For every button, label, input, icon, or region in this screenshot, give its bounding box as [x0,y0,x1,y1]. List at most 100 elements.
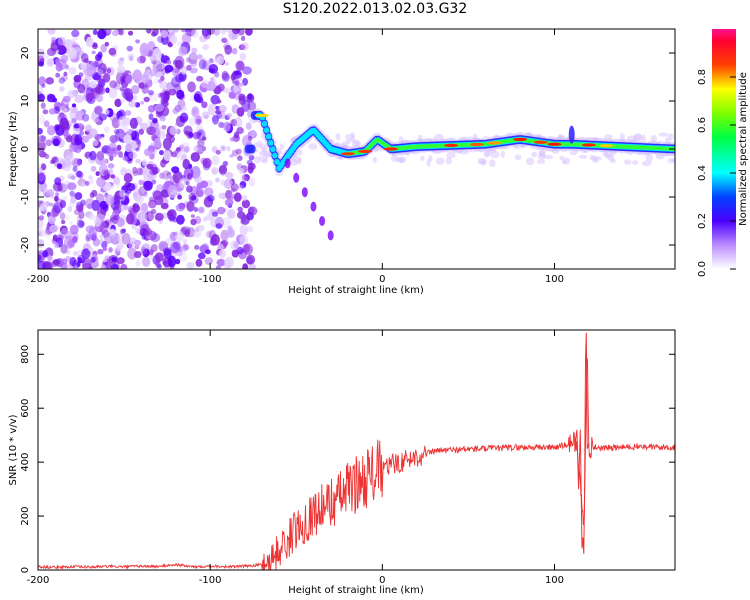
heatmap-noise-blob [69,108,79,121]
heatmap-noise-blob [141,73,149,84]
heatmap-noise-blob [159,92,164,98]
heatmap-noise-blob [111,256,117,262]
heatmap-noise-blob [187,81,196,93]
heatmap-noise-blob [146,29,152,34]
heatmap-halo-blob [308,143,318,150]
heatmap-noise-blob [69,201,75,208]
ridge-spike [568,125,575,144]
heatmap-noise-blob [45,77,55,85]
heatmap-noise-blob [215,149,221,155]
heatmap-noise-blob [69,224,79,235]
heatmap-noise-blob [245,122,252,130]
heatmap-noise-blob [88,175,93,180]
heatmap-noise-blob [38,215,45,221]
snr-panel: -200 -100 0 100 0 200 400 600 800 Height of str… [8,329,676,596]
heatmap-noise-blob [229,137,235,142]
heatmap-noise-blob [190,152,201,162]
heatmap-noise-blob [215,109,221,115]
heatmap-noise-blob [58,44,66,53]
heatmap-noise-blob [243,243,253,256]
heatmap-noise-blob [135,147,140,152]
heatmap-noise-blob [232,85,238,93]
colorbar-label: Normalized spectral amplitude [738,72,749,226]
heatmap-noise-blob [146,163,154,170]
heatmap-noise-blob [132,189,143,202]
heatmap-noise-blob [239,52,247,61]
heatmap-noise-blob [91,50,96,55]
heatmap-noise-blob [100,43,107,53]
heatmap-noise-blob [147,199,157,209]
heatmap-noise-blob [142,159,148,167]
heatmap-noise-blob [138,82,145,89]
heatmap-noise-blob [69,190,75,197]
heatmap-halo-blob [446,151,456,159]
heatmap-noise-blob [46,189,55,198]
heatmap-noise-blob [143,191,148,198]
heatmap-noise-blob [208,63,219,74]
heatmap-noise-blob [98,113,108,121]
heatmap-noise-blob [115,181,121,188]
heatmap-noise-blob [77,83,86,94]
heatmap-noise-blob [143,249,150,256]
heatmap-noise-blob [218,165,228,174]
heatmap-noise-blob [50,41,59,52]
heatmap-streak [327,230,334,241]
heatmap-noise-blob [210,77,215,81]
heatmap-noise-blob [71,158,82,168]
heatmap-noise-blob [221,70,229,80]
snr-xtick-label: -200 [27,575,50,586]
spectrogram-xtick-label: 0 [379,274,385,285]
heatmap-noise-blob [198,59,207,70]
heatmap-noise-blob [44,261,53,269]
heatmap-noise-blob [175,147,182,152]
heatmap-halo-blob [253,156,261,164]
heatmap-noise-blob [50,208,59,218]
ridge-hotspot [470,142,485,147]
heatmap-noise-blob [195,144,205,155]
heatmap-halo-blob [650,135,658,143]
heatmap-halo-blob [345,133,355,140]
ridge-mid [263,127,270,134]
heatmap-noise-blob [153,70,162,78]
heatmap-noise-blob [190,214,196,219]
heatmap-noise-blob [75,110,85,121]
heatmap-noise-blob [38,134,47,144]
heatmap-noise-blob [95,171,100,177]
heatmap-noise-blob [174,55,185,70]
colorbar-gradient [712,29,736,269]
heatmap-noise-blob [105,87,110,94]
heatmap-noise-blob [52,182,63,192]
heatmap-noise-blob [160,202,169,210]
heatmap-noise-blob [197,138,205,148]
heatmap-noise-blob [208,229,217,241]
heatmap-noise-blob [79,257,86,264]
heatmap-noise-blob [81,248,91,259]
heatmap-noise-blob [176,214,185,225]
heatmap-halo-blob [645,154,654,162]
heatmap-halo-blob [488,147,497,154]
heatmap-noise-blob [102,258,107,263]
ridge-mid [272,152,278,159]
heatmap-noise-blob [127,247,137,260]
heatmap-noise-blob [168,88,177,96]
heatmap-streak [310,201,317,212]
heatmap-noise-blob [152,190,163,201]
heatmap-noise-blob [159,115,166,122]
heatmap-noise-blob [58,77,66,84]
heatmap-noise-blob [70,196,77,204]
heatmap-noise-blob [236,246,244,255]
heatmap-halo-blob [259,143,269,150]
heatmap-noise-blob [177,194,182,200]
heatmap-noise-blob [52,234,58,242]
heatmap-noise-blob [180,142,191,154]
heatmap-noise-blob [60,244,68,254]
heatmap-noise-blob [92,43,98,50]
heatmap-noise-blob [190,218,197,226]
heatmap-noise-blob [231,47,238,55]
heatmap-noise-blob [148,113,154,121]
heatmap-noise-blob [98,78,106,88]
heatmap-noise-blob [158,149,164,156]
heatmap-noise-blob [127,53,135,62]
heatmap-noise-blob [116,233,125,243]
